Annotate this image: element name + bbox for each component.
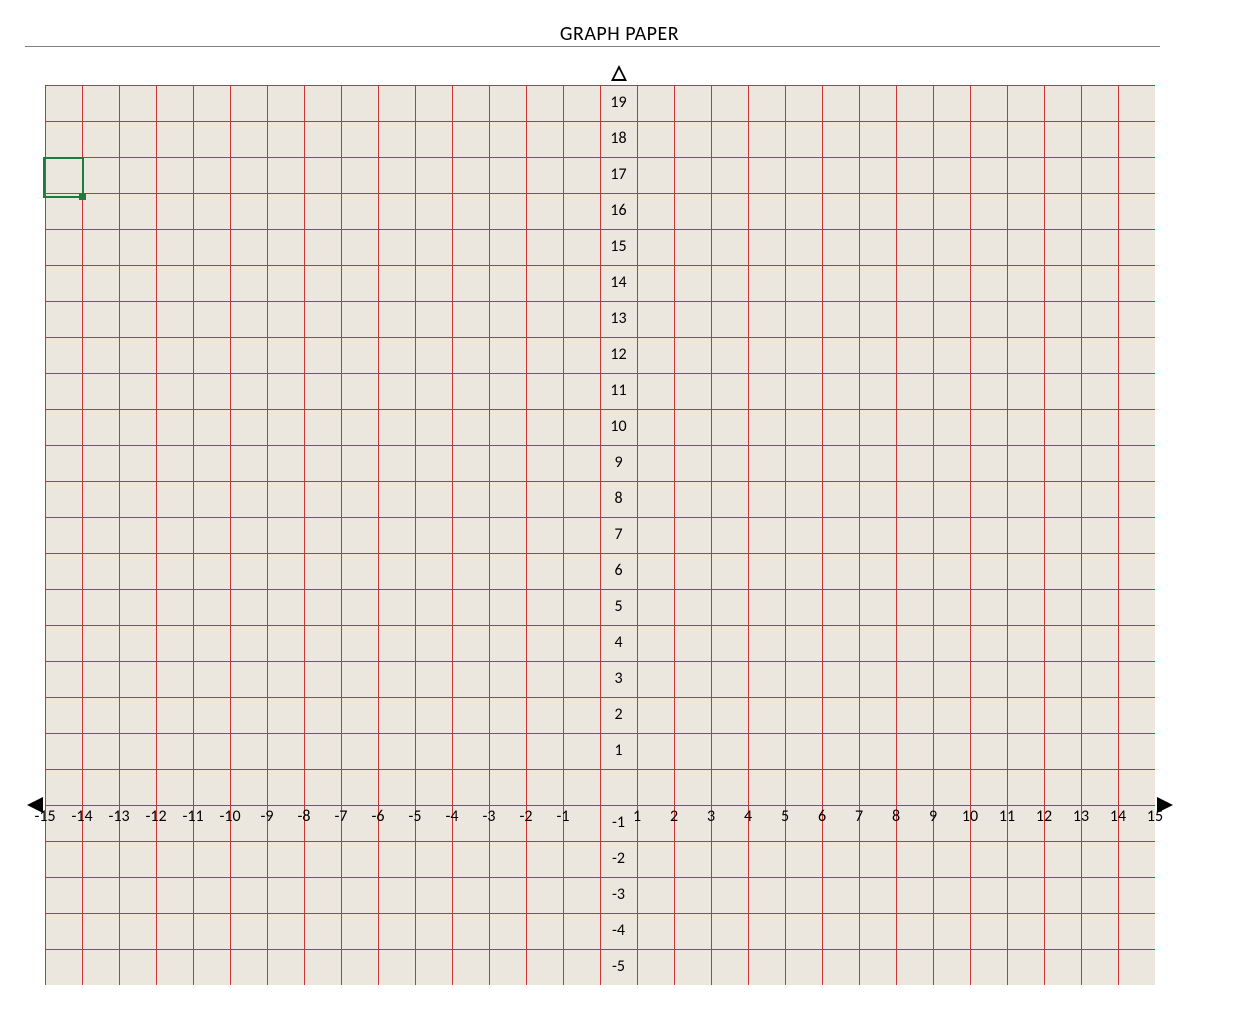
x-axis-label: -2	[506, 807, 546, 826]
x-axis-label: 8	[876, 807, 916, 826]
selection-fill-handle[interactable]	[79, 193, 86, 200]
y-axis-label: 2	[599, 705, 639, 724]
page-title: GRAPH PAPER	[560, 22, 679, 46]
x-axis-label: 3	[691, 807, 731, 826]
x-axis-label: -13	[99, 807, 139, 826]
y-axis-label: -5	[599, 957, 639, 976]
y-axis-label: 8	[599, 489, 639, 508]
x-axis-label: -12	[136, 807, 176, 826]
y-axis-label: 3	[599, 669, 639, 688]
x-axis-label: -3	[469, 807, 509, 826]
y-axis-label: 7	[599, 525, 639, 544]
x-axis-label: 9	[913, 807, 953, 826]
x-axis-label: 13	[1061, 807, 1101, 826]
x-axis-label: 2	[654, 807, 694, 826]
x-axis-label: 6	[802, 807, 842, 826]
x-axis-label: 4	[728, 807, 768, 826]
x-axis-label: -9	[247, 807, 287, 826]
x-axis-label: -14	[62, 807, 102, 826]
y-axis-arrow-up-icon	[611, 65, 627, 81]
y-axis-label: -4	[599, 921, 639, 940]
x-axis-label: 7	[839, 807, 879, 826]
y-axis-label: 15	[599, 237, 639, 256]
x-axis-label: -8	[284, 807, 324, 826]
y-axis-label: 5	[599, 597, 639, 616]
y-axis-label: -2	[599, 849, 639, 868]
selection-box[interactable]	[43, 157, 84, 198]
y-axis-label: 11	[599, 381, 639, 400]
title-wrap: GRAPH PAPER	[0, 22, 1239, 46]
x-axis-label: 11	[987, 807, 1027, 826]
title-underline	[25, 46, 1160, 47]
x-axis-label: 1	[617, 807, 657, 826]
x-axis-label: -7	[321, 807, 361, 826]
x-axis-label: 14	[1098, 807, 1138, 826]
y-axis-label: 16	[599, 201, 639, 220]
y-axis-label: 13	[599, 309, 639, 328]
y-axis-label: 9	[599, 453, 639, 472]
x-axis-label: -6	[358, 807, 398, 826]
y-axis-label: -3	[599, 885, 639, 904]
x-axis-label: 10	[950, 807, 990, 826]
x-axis-arrow-left-icon	[27, 797, 43, 813]
x-axis-label: 5	[765, 807, 805, 826]
x-axis-label: -1	[543, 807, 583, 826]
x-axis-label: 12	[1024, 807, 1064, 826]
y-axis-label: 1	[599, 741, 639, 760]
x-axis-label: -10	[210, 807, 250, 826]
x-axis-label: -11	[173, 807, 213, 826]
y-axis-label: 12	[599, 345, 639, 364]
y-axis-label: 19	[599, 93, 639, 112]
x-axis-arrow-right-icon	[1157, 797, 1173, 813]
x-axis-label: -4	[432, 807, 472, 826]
x-axis-label: -5	[395, 807, 435, 826]
y-axis-label: 14	[599, 273, 639, 292]
y-axis-label: 4	[599, 633, 639, 652]
graph-paper-page: GRAPH PAPER 1918171615141312111098765432…	[0, 0, 1239, 1013]
y-axis-label: 10	[599, 417, 639, 436]
y-axis-label: 6	[599, 561, 639, 580]
y-axis-label: 17	[599, 165, 639, 184]
y-axis-label: 18	[599, 129, 639, 148]
